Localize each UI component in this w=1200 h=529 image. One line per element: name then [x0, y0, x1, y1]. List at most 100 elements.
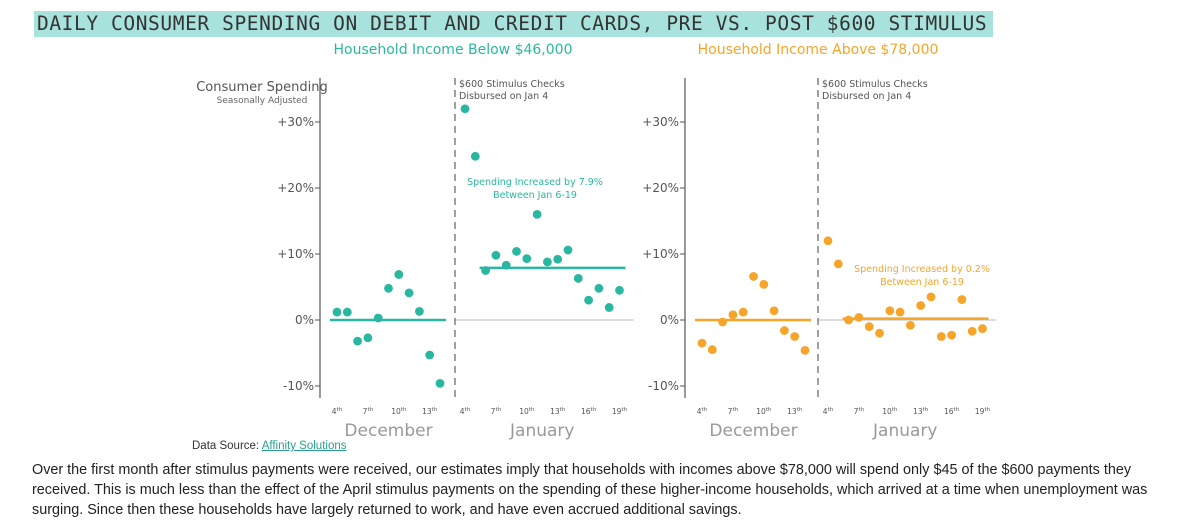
- december-data-point: [728, 310, 738, 320]
- january-data-point: [563, 245, 573, 255]
- data-source-label: Data Source:: [192, 440, 260, 452]
- december-data-point: [435, 378, 445, 388]
- december-data-point: [363, 333, 373, 343]
- december-data-point: [415, 307, 424, 316]
- annotation-line-1: Spending Increased by 0.2%: [854, 264, 990, 275]
- january-data-point: [854, 312, 864, 322]
- month-label-december: December: [344, 421, 432, 441]
- stimulus-note-line-2: Disbursed on Jan 4: [459, 91, 548, 102]
- january-data-point: [916, 301, 926, 310]
- december-data-point: [707, 345, 717, 355]
- january-data-point: [957, 295, 967, 304]
- december-tick-label: 13th: [422, 407, 438, 416]
- y-tick-label: +30%: [642, 115, 679, 129]
- stimulus-note-line-1: $600 Stimulus Checks: [822, 79, 928, 90]
- january-data-point: [594, 283, 604, 293]
- december-data-point: [353, 336, 362, 346]
- y-axis-sublabel: Seasonally Adjusted: [217, 96, 308, 106]
- y-tick-label: +20%: [277, 181, 314, 195]
- december-tick-label: 13th: [787, 407, 803, 416]
- january-tick-label: 4th: [460, 407, 471, 416]
- month-label-january: January: [509, 421, 574, 441]
- january-data-point: [460, 104, 470, 114]
- january-data-point: [885, 306, 895, 316]
- stimulus-note-line-1: $600 Stimulus Checks: [459, 79, 565, 90]
- december-data-point: [394, 270, 404, 279]
- y-tick-label: +10%: [277, 247, 314, 261]
- january-tick-label: 13th: [550, 407, 566, 416]
- january-data-point: [947, 330, 956, 340]
- january-data-point: [978, 324, 987, 333]
- chart-main-title: DAILY CONSUMER SPENDING ON DEBIT AND CRE…: [34, 11, 994, 37]
- january-data-point: [573, 274, 583, 283]
- december-data-point: [332, 307, 342, 317]
- y-tick-label: -10%: [283, 379, 314, 393]
- annotation-line-2: Between Jan 6-19: [493, 190, 577, 201]
- january-tick-label: 10th: [519, 407, 535, 416]
- january-tick-label: 19th: [612, 407, 628, 416]
- december-data-point: [800, 345, 810, 355]
- december-tick-label: 4th: [697, 407, 708, 416]
- december-data-point: [780, 326, 789, 335]
- stimulus-note-line-2: Disbursed on Jan 4: [822, 91, 911, 102]
- january-tick-label: 13th: [913, 407, 929, 416]
- annotation-line-1: Spending Increased by 7.9%: [467, 177, 603, 188]
- december-data-point: [749, 272, 758, 281]
- january-data-point: [926, 292, 936, 302]
- january-data-point: [512, 246, 521, 256]
- december-data-point: [738, 307, 748, 317]
- january-data-point: [895, 307, 905, 317]
- january-tick-label: 16th: [944, 407, 960, 416]
- data-source-link[interactable]: Affinity Solutions: [261, 440, 347, 452]
- december-tick-label: 4th: [332, 407, 343, 416]
- january-data-point: [936, 332, 946, 341]
- january-data-point: [522, 254, 532, 264]
- january-data-point: [543, 257, 552, 267]
- december-data-point: [759, 279, 769, 289]
- january-data-point: [844, 315, 853, 325]
- annotation-line-2: Between Jan 6-19: [880, 277, 964, 288]
- january-tick-label: 7th: [491, 407, 502, 416]
- y-tick-label: +30%: [277, 115, 314, 129]
- january-data-point: [906, 320, 915, 330]
- y-tick-label: -10%: [648, 379, 679, 393]
- january-data-point: [604, 303, 614, 312]
- y-axis-label: Consumer Spending: [196, 80, 328, 95]
- panel-title-1: Household Income Below $46,000: [334, 42, 573, 58]
- december-data-point: [718, 317, 727, 327]
- december-tick-label: 7th: [363, 407, 374, 416]
- december-data-point: [404, 288, 414, 298]
- january-data-point: [532, 210, 542, 219]
- january-data-point: [553, 254, 563, 264]
- month-label-january: January: [872, 421, 937, 441]
- december-data-point: [384, 283, 393, 293]
- december-data-point: [373, 313, 383, 323]
- december-tick-label: 10th: [756, 407, 772, 416]
- january-data-point: [491, 250, 501, 260]
- january-data-point: [615, 285, 624, 295]
- y-tick-label: 0%: [295, 313, 314, 327]
- january-data-point: [501, 260, 511, 270]
- january-data-point: [833, 259, 843, 269]
- y-tick-label: +10%: [642, 247, 679, 261]
- charts-canvas: Household Income Below $46,000 +30% +20% +1…: [196, 42, 997, 441]
- body-paragraph: Over the first month after stimulus paym…: [32, 462, 1148, 518]
- december-tick-label: 7th: [728, 407, 739, 416]
- y-tick-label: 0%: [660, 313, 679, 327]
- december-data-point: [342, 307, 352, 317]
- december-tick-label: 10th: [391, 407, 407, 416]
- january-data-point: [875, 328, 884, 338]
- january-tick-label: 10th: [882, 407, 898, 416]
- january-tick-label: 19th: [975, 407, 991, 416]
- january-tick-label: 4th: [823, 407, 834, 416]
- data-source: Data Source: Affinity Solutions: [192, 440, 347, 452]
- december-data-point: [425, 350, 435, 360]
- january-tick-label: 7th: [854, 407, 865, 416]
- month-label-december: December: [709, 421, 797, 441]
- december-data-point: [697, 338, 707, 348]
- december-data-point: [790, 332, 800, 341]
- january-tick-label: 16th: [581, 407, 597, 416]
- january-data-point: [864, 322, 874, 331]
- y-tick-label: +20%: [642, 181, 679, 195]
- january-data-point: [481, 266, 490, 275]
